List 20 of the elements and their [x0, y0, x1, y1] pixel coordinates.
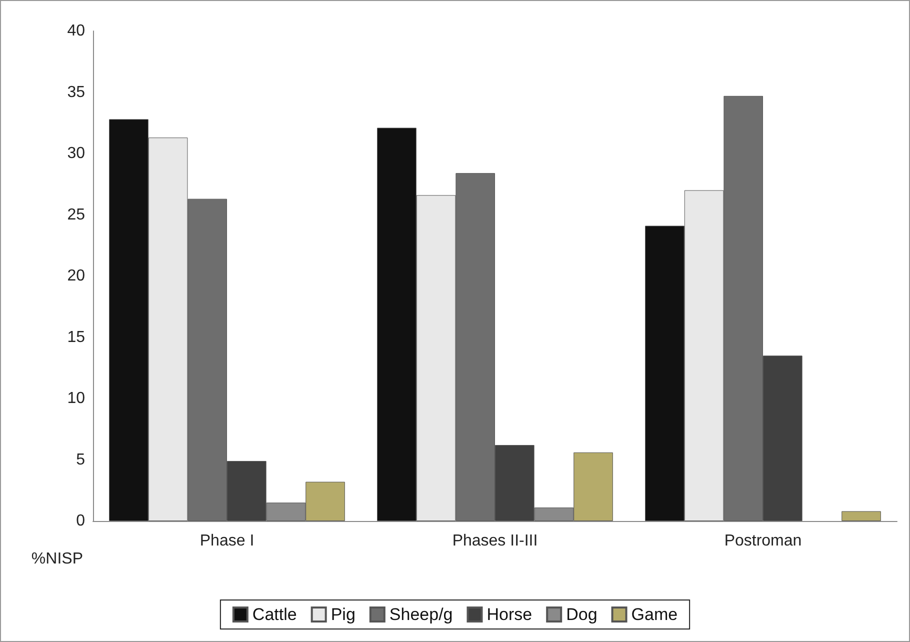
y-tick-label: 35 — [67, 84, 86, 101]
legend-label: Cattle — [252, 605, 297, 624]
x-tick-label: Postroman — [724, 532, 802, 550]
x-tick-label: Phases II-III — [452, 532, 538, 550]
legend-label: Horse — [486, 605, 532, 624]
legend-label: Sheep/g — [389, 605, 453, 624]
y-tick-label: 30 — [67, 145, 86, 162]
y-tick-label: 20 — [67, 268, 86, 284]
y-tick-label: 40 — [67, 22, 86, 40]
y-axis-title: %NISP — [31, 550, 83, 568]
y-tick-label: 15 — [67, 328, 86, 346]
y-tick-label: 0 — [76, 512, 86, 530]
y-tick-label: 10 — [67, 390, 86, 407]
bar — [842, 511, 881, 521]
legend-label: Game — [631, 605, 678, 624]
y-tick-label: 5 — [76, 451, 86, 468]
legend-label: Pig — [330, 605, 356, 624]
x-tick-label: Phase I — [200, 532, 254, 550]
y-tick-label: 25 — [67, 206, 86, 224]
legend-label: Dog — [566, 605, 598, 624]
